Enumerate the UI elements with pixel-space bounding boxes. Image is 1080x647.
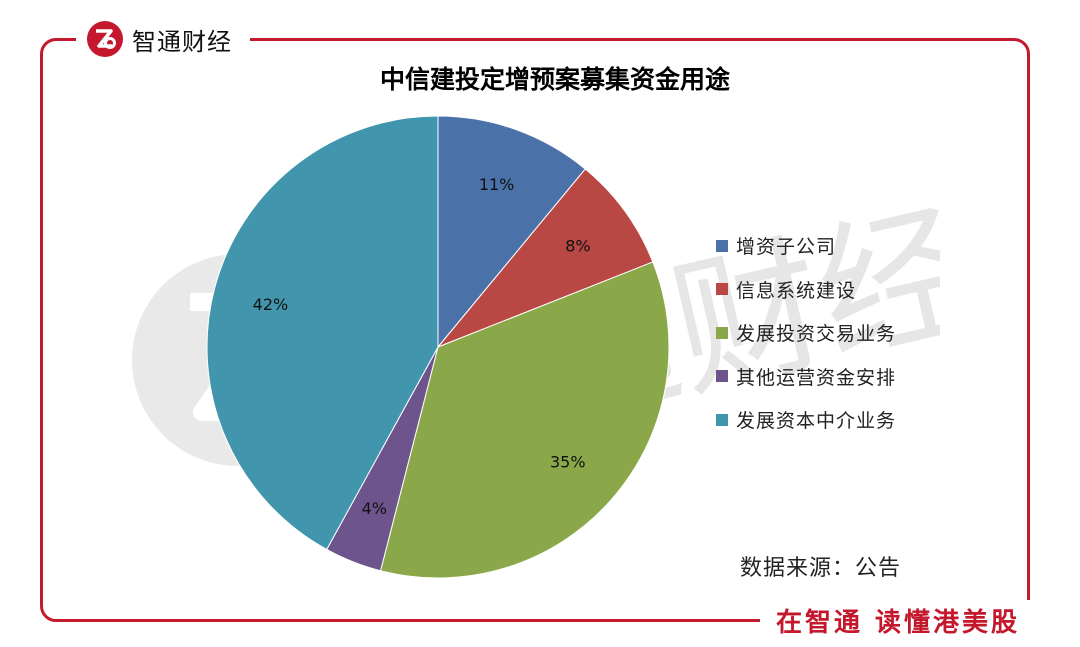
legend-label: 发展投资交易业务 (736, 323, 897, 346)
legend-label: 信息系统建设 (736, 279, 857, 302)
slice-label-2: 8% (565, 236, 590, 255)
legend-swatch (716, 239, 728, 252)
brand-slogan: 在智通 读懂港美股 (759, 600, 1036, 640)
chart-frame (40, 38, 1030, 622)
pie-slice-5 (206, 115, 439, 551)
legend-label: 发展资本中介业务 (736, 410, 897, 433)
pie-slice-1 (437, 115, 586, 349)
source-note: 数据来源：公告 (740, 556, 902, 581)
legend-item-1: 增资子公司 (716, 224, 896, 268)
pie-slice-2 (437, 168, 654, 348)
legend-swatch (716, 283, 728, 296)
slice-label-3: 35% (550, 452, 586, 471)
legend-item-4: 其他运营资金安排 (716, 355, 896, 399)
slice-label-1: 11% (479, 175, 515, 194)
legend-item-3: 发展投资交易业务 (716, 311, 896, 355)
slice-label-4: 4% (362, 499, 387, 518)
legend-item-5: 发展资本中介业务 (716, 398, 896, 442)
brand-header: 智通财经 (76, 18, 250, 60)
legend-label: 其他运营资金安排 (736, 366, 897, 389)
pie-slice-3 (379, 261, 670, 579)
chart-legend: 增资子公司信息系统建设发展投资交易业务 其他运营资金安排 发展资本中介业务 (716, 224, 896, 442)
legend-item-2: 信息系统建设 (716, 268, 896, 312)
zhitong-logo-icon (87, 21, 123, 57)
legend-swatch (716, 326, 728, 339)
legend-swatch (716, 370, 728, 383)
chart-title: 中信建投定增预案募集资金用途 (379, 65, 730, 94)
brand-name: 智通财经 (132, 27, 232, 56)
legend-swatch (716, 413, 728, 426)
legend-label: 增资子公司 (736, 236, 837, 259)
slice-label-5: 42% (253, 295, 289, 314)
